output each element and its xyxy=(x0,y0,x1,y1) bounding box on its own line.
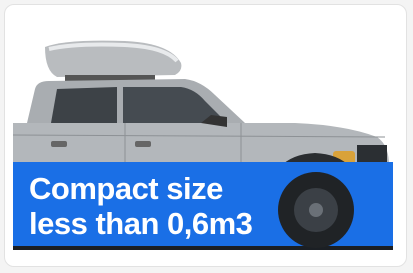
banner-line: less than 0,6m3 xyxy=(29,206,253,241)
product-image: Compact size less than 0,6m3 xyxy=(5,5,407,267)
door-handle xyxy=(135,141,151,147)
banner-shadow xyxy=(13,246,393,250)
banner-line: Compact size xyxy=(29,171,223,206)
hub xyxy=(309,203,323,217)
page: Compact size less than 0,6m3 (() => { co… xyxy=(0,0,413,273)
door-handle xyxy=(51,141,67,147)
rear-window xyxy=(51,87,117,123)
product-card[interactable]: Compact size less than 0,6m3 xyxy=(4,4,407,267)
